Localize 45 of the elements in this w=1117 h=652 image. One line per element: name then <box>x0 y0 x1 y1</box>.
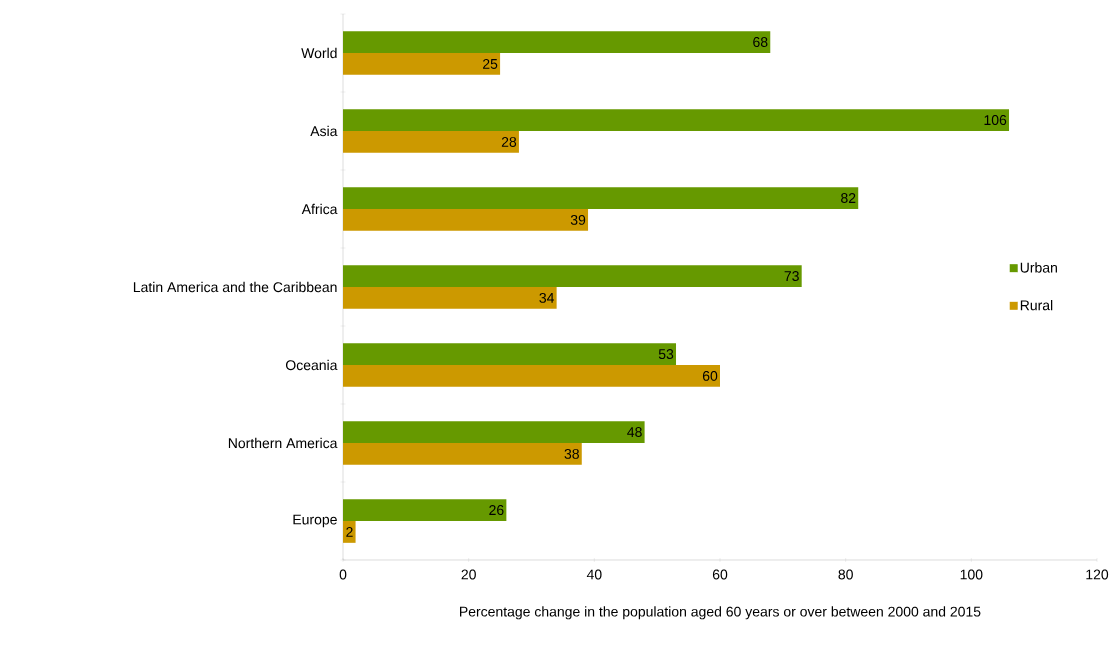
bar <box>343 52 501 75</box>
x-tick-label: 60 <box>712 569 728 580</box>
data-label: 28 <box>501 136 517 147</box>
y-tick-label: Africa <box>301 203 338 215</box>
y-tick-label: Oceania <box>285 359 338 371</box>
data-label: 26 <box>489 505 504 516</box>
bar <box>343 130 519 153</box>
bar <box>343 31 771 53</box>
bar <box>343 209 589 231</box>
bar <box>343 286 557 309</box>
x-tick-label: 40 <box>586 569 602 580</box>
y-tick-label: Europe <box>293 514 337 528</box>
bar <box>343 421 645 443</box>
x-tick-label: 120 <box>1086 569 1109 580</box>
data-label: 106 <box>984 115 1007 126</box>
bar <box>343 109 1010 131</box>
data-label: 34 <box>539 292 555 303</box>
data-label: 53 <box>658 349 674 360</box>
legend-label: Urban <box>1020 262 1057 273</box>
x-tick-label: 20 <box>461 569 476 580</box>
y-tick-label: World <box>301 47 337 59</box>
data-label: 68 <box>753 37 768 48</box>
data-label: 2 <box>346 527 353 537</box>
x-tick-label: 100 <box>960 569 983 580</box>
bar <box>343 343 677 365</box>
legend-label: Rural <box>1020 299 1053 311</box>
x-tick-label: 0 <box>339 569 347 580</box>
bar <box>343 364 720 387</box>
x-axis-title: Percentage change in the population aged 60 years or over between 2000 and 2015 <box>460 606 981 620</box>
bar <box>343 520 356 543</box>
data-label: 60 <box>702 370 718 381</box>
data-label: 82 <box>841 193 856 204</box>
data-label: 39 <box>570 214 586 225</box>
y-tick-label: Asia <box>310 125 338 137</box>
bar <box>343 187 859 209</box>
data-label: 38 <box>564 448 579 459</box>
y-tick-label: Northern America <box>228 437 338 449</box>
data-label: 73 <box>784 271 799 282</box>
data-label: 25 <box>483 58 498 69</box>
bar <box>343 499 507 521</box>
bar <box>343 442 582 465</box>
data-label: 48 <box>627 427 642 438</box>
x-tick-label: 80 <box>838 569 853 580</box>
y-tick-label: Latin America and the Caribbean <box>133 281 337 293</box>
bar <box>343 265 802 287</box>
